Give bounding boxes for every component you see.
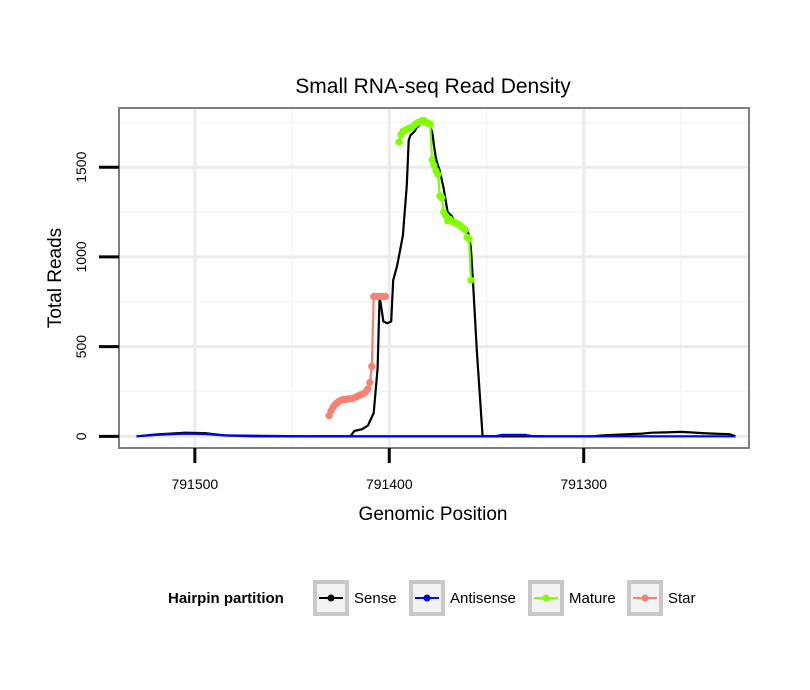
series-line-antisense	[136, 432, 736, 438]
legend-title: Hairpin partition	[168, 590, 284, 607]
data-point-star	[364, 385, 372, 393]
data-point-mature	[428, 156, 436, 164]
chart-title: Small RNA-seq Read Density	[295, 75, 571, 98]
data-point-star	[366, 378, 374, 387]
legend-key-point	[641, 594, 649, 602]
x-tick-label: 791400	[366, 476, 413, 492]
data-point-mature	[438, 194, 446, 202]
data-point-mature	[426, 120, 434, 128]
x-tick-label: 791500	[171, 476, 218, 492]
y-tick-label: 500	[73, 335, 89, 359]
data-point-mature	[430, 161, 438, 169]
x-axis: 791500 791400 791300	[171, 448, 607, 492]
legend-label: Antisense	[450, 590, 516, 607]
plot-border	[118, 107, 750, 449]
legend-label: Sense	[354, 590, 397, 607]
data-point-mature	[461, 226, 469, 234]
data-point-mature	[434, 170, 442, 178]
legend-item-star: Star	[627, 580, 696, 616]
data-point-star	[368, 362, 376, 370]
data-point-mature	[467, 276, 475, 284]
legend-item-antisense: Antisense	[409, 580, 516, 616]
legend-label: Mature	[569, 590, 616, 607]
data-point-star	[381, 292, 389, 300]
legend-key-point	[327, 594, 335, 602]
y-tick-label: 1500	[73, 151, 89, 182]
plot-panel	[118, 107, 750, 449]
legend-key-point	[542, 594, 550, 602]
data-point-mature	[395, 138, 403, 146]
y-axis: 0 500 1000 1500	[73, 151, 119, 440]
legend-item-sense: Sense	[313, 580, 397, 616]
legend-entries: Sense Antisense Mature Star	[313, 580, 696, 616]
data-point-mature	[465, 235, 473, 243]
x-tick-label: 791300	[560, 476, 607, 492]
legend-key-point	[423, 594, 431, 602]
legend-label: Star	[668, 590, 696, 607]
series-line-sense	[311, 119, 545, 438]
legend: Hairpin partition Sense Antisense Mature St…	[168, 580, 696, 616]
legend-item-mature: Mature	[528, 580, 616, 616]
y-tick-label: 0	[73, 432, 89, 440]
x-axis-label: Genomic Position	[359, 504, 508, 525]
y-axis-label: Total Reads	[45, 228, 66, 328]
y-tick-label: 1000	[73, 241, 89, 272]
series-points	[325, 117, 475, 420]
